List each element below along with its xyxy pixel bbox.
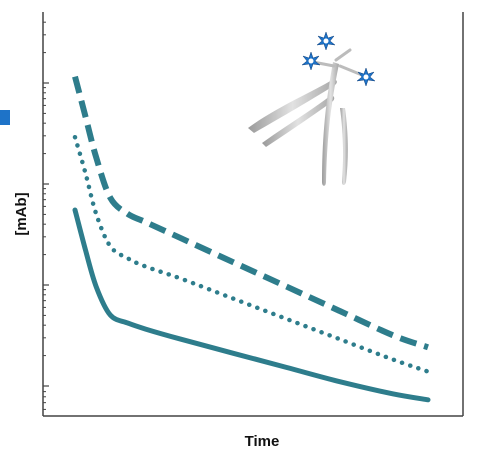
- payload-star-icon: [301, 51, 321, 71]
- payload-star-icon: [356, 67, 376, 87]
- series-layer: [72, 75, 431, 403]
- side-marker: [0, 110, 10, 125]
- payload-star-icon: [316, 31, 336, 51]
- x-axis-label: Time: [245, 433, 280, 449]
- y-ticks: [43, 21, 49, 410]
- antibody-drug-conjugate-icon: [248, 31, 376, 186]
- plot-frame: [42, 12, 464, 417]
- y-axis-label: [mAb]: [13, 192, 30, 235]
- series-line-dotted: [72, 134, 431, 374]
- series-line-solid: [72, 207, 431, 403]
- series-line-dashed: [72, 75, 429, 351]
